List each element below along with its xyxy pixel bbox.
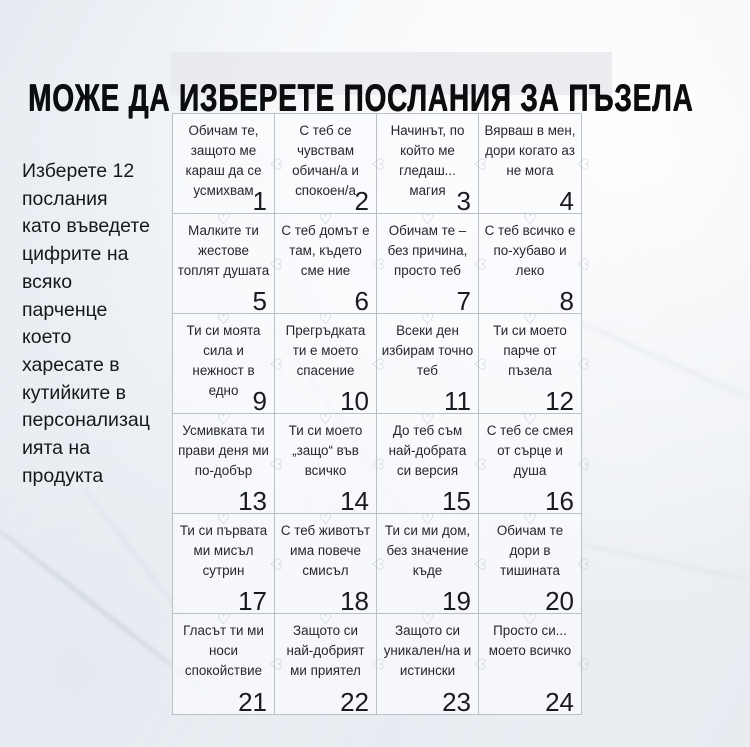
piece-message: Обичам те дори в тишината xyxy=(496,523,564,579)
piece-message: Просто си... моето всичко xyxy=(488,623,572,659)
piece-number: 4 xyxy=(559,186,574,216)
piece-number: 12 xyxy=(545,386,574,416)
piece-message: Усмивката ти прави деня ми по-добър xyxy=(178,423,269,479)
piece-number: 14 xyxy=(340,486,369,516)
piece-number: 7 xyxy=(456,286,471,316)
puzzle-piece-24: Просто си... моето всичко 24 ♡ ♡ xyxy=(479,611,590,717)
piece-message: Ти си моето парче от пъзела xyxy=(493,323,567,379)
puzzle-piece-10: Прегръдката ти е моето спасение 10 ♡ ♡ xyxy=(275,311,385,416)
puzzle-piece-22: Защото си най-добрият ми приятел 22 ♡ ♡ xyxy=(275,611,385,717)
piece-message: С теб всичко е по-хубаво и леко xyxy=(484,223,576,279)
piece-message: С теб се смея от сърце и душа xyxy=(486,423,574,479)
piece-number: 3 xyxy=(456,186,471,216)
piece-number: 8 xyxy=(559,286,574,316)
page-title: МОЖЕ ДА ИЗБЕРЕТЕ ПОСЛАНИЯ ЗА ПЪЗЕЛА xyxy=(28,77,694,120)
puzzle-piece-3: Начинът, по който ме гледаш... магия 3 ♡ xyxy=(377,114,487,216)
piece-number: 13 xyxy=(238,486,267,516)
piece-number: 23 xyxy=(442,687,471,717)
piece-number: 2 xyxy=(354,186,369,216)
puzzle-piece-7: Обичам те – без причина, просто теб 7 ♡ … xyxy=(377,211,487,316)
piece-number: 20 xyxy=(545,586,574,616)
piece-message: С теб животът има повече смисъл xyxy=(280,523,371,579)
puzzle-piece-6: С теб домът е там, където сме ние 6 ♡ ♡ xyxy=(275,211,385,316)
puzzle-piece-4: Вярваш в мен, дори когато аз не мога 4 ♡ xyxy=(479,114,590,216)
piece-number: 19 xyxy=(442,586,471,616)
puzzle-piece-1: Обичам те, защото ме караш да се усмихва… xyxy=(173,114,283,216)
puzzle-piece-12: Ти си моето парче от пъзела 12 ♡ ♡ xyxy=(479,311,590,416)
piece-number: 9 xyxy=(252,386,267,416)
piece-message: Ти си моето „защо“ във всичко xyxy=(288,423,363,479)
piece-number: 11 xyxy=(444,386,471,416)
piece-number: 10 xyxy=(340,386,369,416)
puzzle-piece-13: Усмивката ти прави деня ми по-добър 13 ♡… xyxy=(173,411,283,516)
puzzle-piece-20: Обичам те дори в тишината 20 ♡ ♡ xyxy=(479,511,590,616)
piece-number: 24 xyxy=(545,687,574,717)
piece-message: Ти си моята сила и нежност в едно xyxy=(186,323,261,399)
piece-number: 5 xyxy=(252,286,267,316)
puzzle-piece-16: С теб се смея от сърце и душа 16 ♡ ♡ xyxy=(479,411,590,516)
puzzle-piece-15: До теб съм най-добрата си версия 15 ♡ ♡ xyxy=(377,411,487,516)
puzzle-piece-9: Ти си моята сила и нежност в едно 9 ♡ ♡ xyxy=(173,311,283,416)
puzzle-piece-23: Защото си уникален/на и истински 23 ♡ ♡ xyxy=(377,611,487,717)
piece-message: Ти си ми дом, без значение къде xyxy=(384,523,471,579)
piece-message: С теб домът е там, където сме ние xyxy=(281,223,370,279)
puzzle-piece-5: Малките ти жестове топлят душата 5 ♡ ♡ xyxy=(173,211,283,316)
piece-message: До теб съм най-добрата си версия xyxy=(388,423,467,479)
puzzle-piece-11: Всеки ден избирам точно теб 11 ♡ ♡ xyxy=(377,311,487,416)
puzzle-piece-14: Ти си моето „защо“ във всичко 14 ♡ ♡ xyxy=(275,411,385,516)
piece-message: Защото си най-добрият ми приятел xyxy=(286,623,365,679)
puzzle-piece-18: С теб животът има повече смисъл 18 ♡ ♡ xyxy=(275,511,385,616)
puzzle-piece-2: С теб се чувствам обичан/а и спокоен/а 2… xyxy=(275,114,385,216)
puzzle-piece-19: Ти си ми дом, без значение къде 19 ♡ ♡ xyxy=(377,511,487,616)
piece-message: Всеки ден избирам точно теб xyxy=(381,323,474,379)
piece-number: 6 xyxy=(354,286,369,316)
puzzle-piece-17: Ти си първата ми мисъл сутрин 17 ♡ ♡ xyxy=(173,511,283,616)
piece-number: 17 xyxy=(238,586,267,616)
piece-message: Защото си уникален/на и истински xyxy=(383,623,472,679)
piece-message: Малките ти жестове топлят душата xyxy=(177,223,270,279)
piece-message: Ти си първата ми мисъл сутрин xyxy=(179,523,268,579)
piece-message: Обичам те – без причина, просто теб xyxy=(387,223,468,279)
title-highlight-band xyxy=(170,52,612,95)
piece-number: 16 xyxy=(545,486,574,516)
puzzle-grid: Обичам те, защото ме караш да се усмихва… xyxy=(172,113,590,717)
piece-message: С теб се чувствам обичан/а и спокоен/а xyxy=(292,123,359,199)
piece-message: Прегръдката ти е моето спасение xyxy=(285,323,366,379)
piece-number: 1 xyxy=(252,186,267,216)
piece-number: 22 xyxy=(340,687,369,717)
piece-number: 21 xyxy=(238,687,267,717)
puzzle-piece-21: Гласът ти ми носи спокойствие 21 ♡ ♡ xyxy=(173,611,283,717)
piece-number: 18 xyxy=(340,586,369,616)
piece-message: Гласът ти ми носи спокойствие xyxy=(183,623,264,679)
piece-message: Вярваш в мен, дори когато аз не мога xyxy=(484,123,576,179)
puzzle-piece-8: С теб всичко е по-хубаво и леко 8 ♡ ♡ xyxy=(479,211,590,316)
piece-message: Обичам те, защото ме караш да се усмихва… xyxy=(185,123,262,199)
piece-number: 15 xyxy=(442,486,471,516)
piece-message: Начинът, по който ме гледаш... магия xyxy=(390,123,465,199)
instructions-text: Изберете 12 послания като въведете цифри… xyxy=(22,160,150,487)
